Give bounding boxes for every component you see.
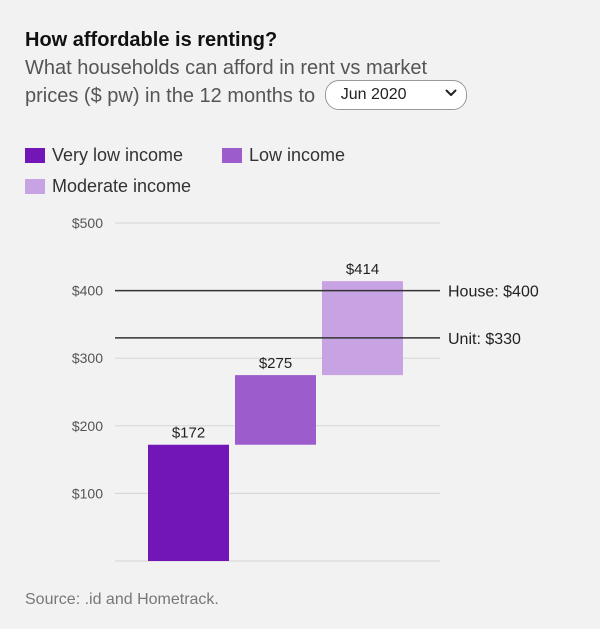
bar-value-label: $275 xyxy=(259,355,292,372)
data-labels-layer: $172 $275 $414 xyxy=(172,261,379,442)
legend-swatch xyxy=(25,148,45,163)
reference-lines-layer: House: $400 Unit: $330 xyxy=(115,284,539,348)
chart-header: How affordable is renting? What househol… xyxy=(25,28,585,110)
legend-swatch xyxy=(25,179,45,194)
legend-item-low-income: Low income xyxy=(222,145,345,166)
source-note: Source: .id and Hometrack. xyxy=(25,591,219,608)
y-tick-label: $500 xyxy=(72,215,103,231)
legend-item-moderate-income: Moderate income xyxy=(25,176,191,197)
subtitle-line-2: prices ($ pw) in the 12 months to xyxy=(25,85,316,107)
bar-very-low-income xyxy=(148,444,229,561)
y-axis-ticks: $100 $200 $300 $400 $500 xyxy=(72,215,103,501)
reference-line-label: House: $400 xyxy=(448,284,539,301)
bar-value-label: $414 xyxy=(346,261,379,278)
chart-title: How affordable is renting? xyxy=(25,29,278,51)
legend-label: Very low income xyxy=(52,145,184,165)
chart-subtitle: What households can afford in rent vs ma… xyxy=(25,54,585,110)
bars-layer xyxy=(148,281,403,561)
bar-moderate-income xyxy=(322,281,403,376)
legend-label: Low income xyxy=(249,145,346,165)
legend-item-very-low-income: Very low income xyxy=(25,145,183,166)
bar-low-income xyxy=(235,375,316,445)
y-tick-label: $400 xyxy=(72,283,103,299)
legend-label: Moderate income xyxy=(52,176,192,196)
reference-line-label: Unit: $330 xyxy=(448,331,521,348)
legend-swatch xyxy=(222,148,242,163)
y-tick-label: $300 xyxy=(72,350,103,366)
y-tick-label: $200 xyxy=(72,418,103,434)
period-select[interactable]: Jun 2020 xyxy=(324,79,467,110)
subtitle-line-1: What households can afford in rent vs ma… xyxy=(25,57,428,79)
y-tick-label: $100 xyxy=(72,485,103,501)
bar-value-label: $172 xyxy=(172,425,205,442)
